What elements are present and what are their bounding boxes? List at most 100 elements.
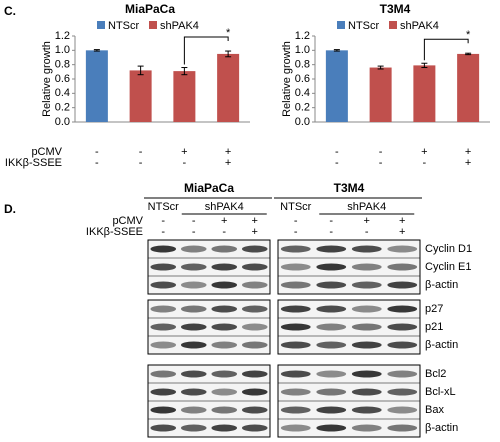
- treatment-sign: +: [399, 226, 405, 238]
- y-axis-label: Relative growth: [41, 41, 53, 117]
- chart-title: MiaPaCa: [125, 2, 175, 16]
- blot-band: [180, 281, 207, 289]
- y-tick-label: 0.6: [55, 73, 70, 85]
- blot-band: [316, 305, 347, 313]
- blot-band: [211, 263, 238, 271]
- blot-band: [387, 245, 418, 253]
- panel-label: D.: [4, 202, 16, 216]
- condition-sign: -: [139, 146, 143, 158]
- treatment-sign: +: [399, 215, 405, 227]
- protein-label: β-actin: [425, 279, 458, 291]
- blot-band: [211, 388, 238, 396]
- treatment-label: IKKβ-SSEE: [86, 226, 143, 238]
- protein-label: p21: [425, 321, 443, 333]
- blot-band: [351, 263, 382, 271]
- blot-band: [351, 370, 382, 378]
- blot-band: [316, 424, 347, 432]
- legend-label: shPAK4: [400, 20, 439, 32]
- blot-band: [351, 281, 382, 289]
- condition-sign: +: [421, 146, 427, 158]
- blot-band: [280, 305, 311, 313]
- protein-label: Bax: [425, 404, 444, 416]
- condition-sign: -: [335, 146, 339, 158]
- blot-band: [150, 263, 177, 271]
- y-tick-label: 0.4: [55, 87, 70, 99]
- blot-band: [387, 424, 418, 432]
- y-tick-label: 0.0: [295, 116, 310, 128]
- blot-band: [387, 406, 418, 414]
- blot-band: [241, 305, 268, 313]
- y-tick-label: 1.0: [295, 44, 310, 56]
- blot-band: [351, 341, 382, 349]
- condition-sign: -: [139, 157, 143, 169]
- bar: [457, 53, 480, 122]
- blot-band: [280, 370, 311, 378]
- protein-label: β-actin: [425, 422, 458, 434]
- blot-band: [211, 406, 238, 414]
- blot-band: [150, 370, 177, 378]
- blot-band: [351, 245, 382, 253]
- significance-star: *: [226, 27, 231, 39]
- blot-band: [316, 370, 347, 378]
- bar: [325, 50, 348, 123]
- treatment-sign: -: [294, 215, 298, 227]
- treatment-sign: -: [329, 226, 333, 238]
- group-label: shPAK4: [347, 201, 386, 213]
- blot-band: [180, 406, 207, 414]
- treatment-sign: +: [364, 215, 370, 227]
- blot-band: [351, 305, 382, 313]
- legend-swatch: [149, 21, 157, 29]
- y-tick-label: 0.8: [55, 59, 70, 71]
- y-axis-label: Relative growth: [281, 41, 293, 117]
- blot-band: [316, 245, 347, 253]
- blot-band: [211, 245, 238, 253]
- blot-band: [280, 424, 311, 432]
- blot-band: [316, 263, 347, 271]
- protein-label: Cyclin E1: [425, 261, 471, 273]
- blot-band: [180, 323, 207, 331]
- blot-band: [241, 281, 268, 289]
- treatment-sign: -: [161, 226, 165, 238]
- treatment-sign: -: [294, 226, 298, 238]
- blot-band: [180, 370, 207, 378]
- treatment-sign: -: [222, 226, 226, 238]
- condition-sign: -: [423, 157, 427, 169]
- protein-label: Cyclin D1: [425, 243, 472, 255]
- blot-band: [180, 388, 207, 396]
- blot-band: [280, 263, 311, 271]
- blot-band: [180, 245, 207, 253]
- blot-band: [180, 263, 207, 271]
- treatment-sign: -: [161, 215, 165, 227]
- condition-sign: +: [181, 146, 187, 158]
- blot-band: [211, 281, 238, 289]
- y-tick-label: 0.0: [55, 116, 70, 128]
- blot-band: [316, 281, 347, 289]
- significance-bracket: [183, 36, 229, 65]
- bar: [85, 50, 108, 123]
- protein-label: Bcl-xL: [425, 386, 456, 398]
- y-tick-label: 0.4: [295, 87, 310, 99]
- condition-sign: +: [465, 146, 471, 158]
- treatment-sign: +: [252, 215, 258, 227]
- blot-band: [351, 388, 382, 396]
- condition-sign: -: [379, 146, 383, 158]
- blot-band: [211, 341, 238, 349]
- blot-band: [150, 281, 177, 289]
- condition-sign: -: [379, 157, 383, 169]
- blot-band: [241, 424, 268, 432]
- blot-band: [387, 281, 418, 289]
- significance-star: *: [466, 29, 471, 41]
- treatment-sign: -: [192, 215, 196, 227]
- bar: [369, 67, 392, 122]
- blot-band: [387, 370, 418, 378]
- blot-band: [387, 341, 418, 349]
- blot-band: [150, 424, 177, 432]
- condition-sign: -: [95, 157, 99, 169]
- cell-line: T3M4: [334, 181, 365, 195]
- blot-band: [351, 323, 382, 331]
- y-tick-label: 1.0: [55, 44, 70, 56]
- blot-band: [150, 388, 177, 396]
- blot-band: [180, 341, 207, 349]
- y-tick-label: 1.2: [295, 30, 310, 42]
